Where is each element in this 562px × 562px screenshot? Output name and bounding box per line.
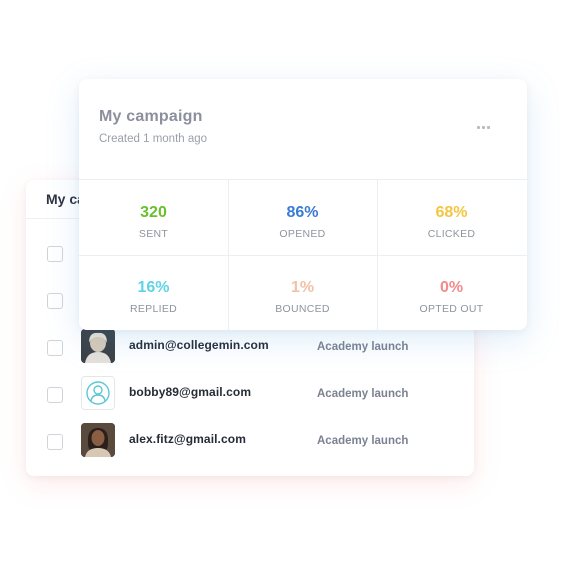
- user-placeholder-icon: [86, 381, 110, 405]
- campaign-created-date: Created 1 month ago: [99, 133, 208, 145]
- stat-value: 16%: [137, 279, 170, 296]
- stat-opted-out: 0% OPTED OUT: [377, 255, 526, 330]
- contact-campaign: Academy launch: [317, 388, 409, 400]
- stat-value: 320: [140, 204, 167, 221]
- contact-email: alex.fitz@gmail.com: [129, 432, 246, 446]
- stat-sent: 320 SENT: [79, 180, 228, 255]
- avatar-photo-icon: [81, 329, 115, 363]
- stat-bounced: 1% BOUNCED: [228, 255, 377, 330]
- stat-label: OPTED OUT: [419, 303, 484, 315]
- stat-value: 0%: [439, 279, 464, 296]
- row-checkbox[interactable]: [47, 246, 63, 262]
- table-row[interactable]: [26, 231, 474, 278]
- divider: [79, 255, 527, 256]
- avatar: [81, 376, 115, 410]
- stat-value: 68%: [435, 204, 468, 221]
- stat-label: OPENED: [279, 228, 326, 240]
- stat-value: 1%: [290, 279, 315, 296]
- stat-label: REPLIED: [129, 303, 178, 315]
- more-horizontal-icon[interactable]: [471, 119, 495, 135]
- avatar: [81, 423, 115, 457]
- table-row[interactable]: admin@collegemin.com Academy launch: [26, 325, 474, 372]
- contact-campaign: Academy launch: [317, 341, 409, 353]
- stat-replied: 16% REPLIED: [79, 255, 228, 330]
- contact-email: admin@collegemin.com: [129, 338, 269, 352]
- stat-label: BOUNCED: [275, 303, 330, 315]
- row-checkbox[interactable]: [47, 293, 63, 309]
- stat-value: 86%: [286, 204, 319, 221]
- stat-opened: 86% OPENED: [228, 180, 377, 255]
- row-checkbox[interactable]: [47, 387, 63, 403]
- avatar: [81, 329, 115, 363]
- stats-grid: 320 SENT 86% OPENED 68% CLICKED 16% REPL…: [79, 179, 527, 331]
- table-row[interactable]: bobby89@gmail.com Academy launch: [26, 372, 474, 419]
- row-checkbox[interactable]: [47, 340, 63, 356]
- contact-campaign: Academy launch: [317, 435, 409, 447]
- avatar-photo-icon: [81, 423, 115, 457]
- campaign-title: My campaign: [99, 108, 203, 125]
- row-checkbox[interactable]: [47, 434, 63, 450]
- table-row[interactable]: alex.fitz@gmail.com Academy launch: [26, 419, 474, 466]
- stat-label: CLICKED: [427, 228, 476, 240]
- contact-email: bobby89@gmail.com: [129, 385, 252, 399]
- stat-clicked: 68% CLICKED: [377, 180, 526, 255]
- stat-label: SENT: [138, 228, 169, 240]
- campaign-stats-card: My campaign Created 1 month ago 320 SENT…: [79, 79, 527, 331]
- table-row[interactable]: [26, 278, 474, 325]
